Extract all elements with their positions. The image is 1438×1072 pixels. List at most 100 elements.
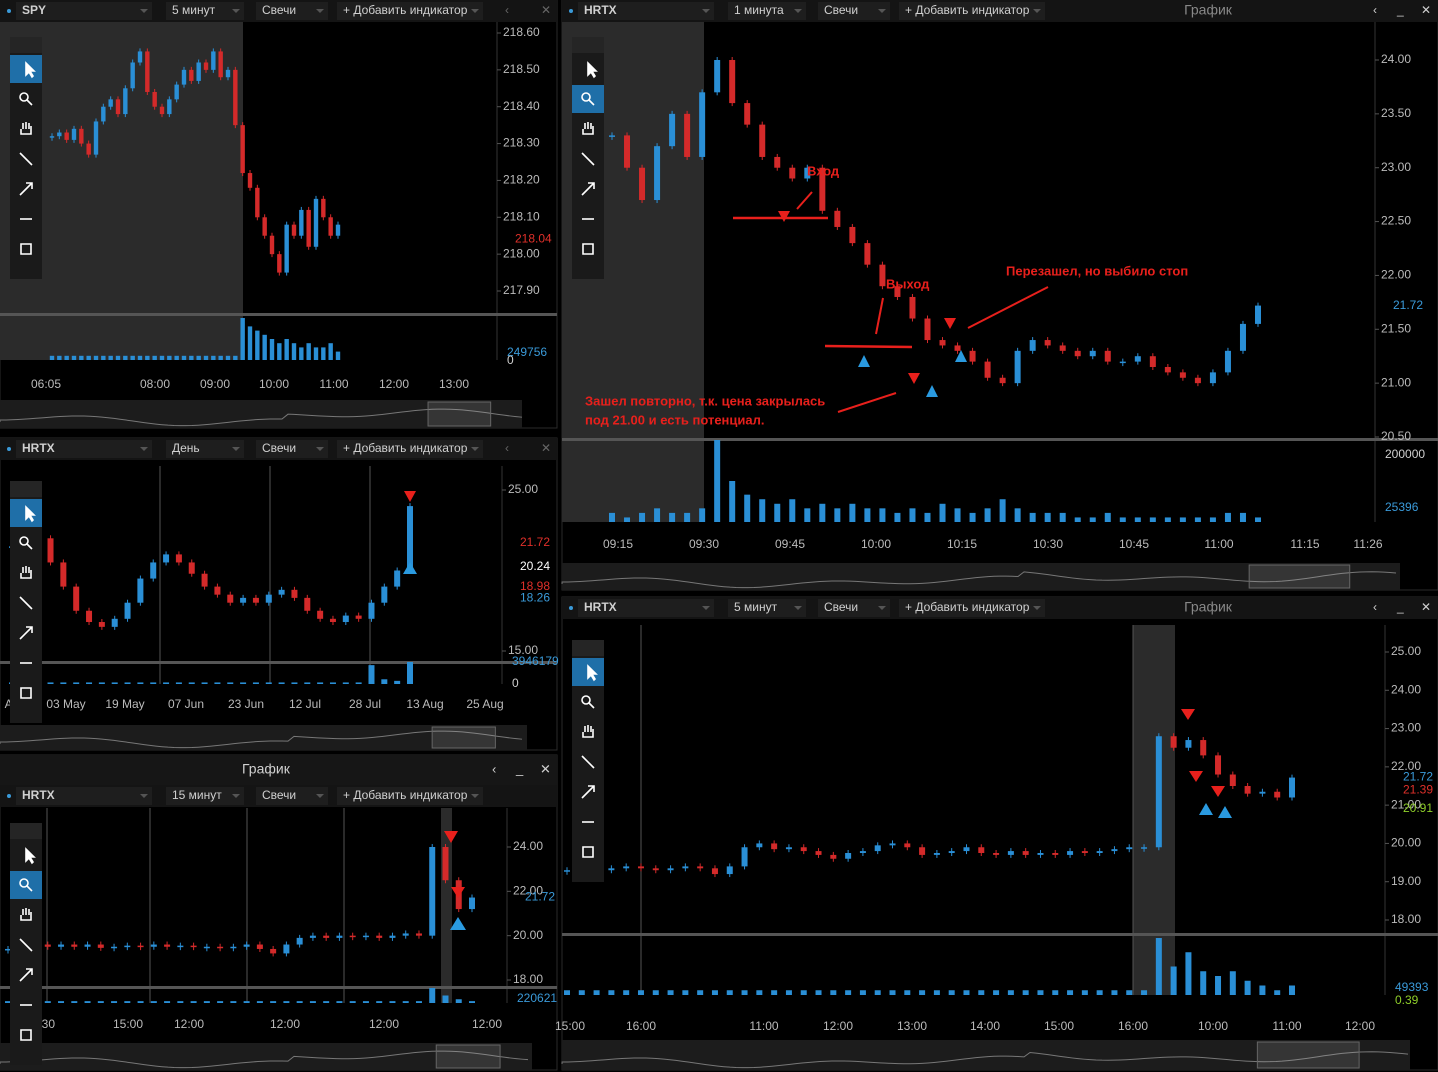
time-label: 12:00 xyxy=(379,377,409,391)
window-control[interactable]: ‹ xyxy=(1373,3,1377,17)
window-control[interactable]: ✕ xyxy=(540,761,551,776)
header-interval[interactable]: 15 минут xyxy=(172,788,222,802)
tool-button[interactable] xyxy=(19,596,33,610)
header-interval[interactable]: День xyxy=(172,441,200,455)
header-chart-style[interactable]: Свечи xyxy=(262,788,296,802)
window-control[interactable]: ✕ xyxy=(541,441,551,455)
tool-button[interactable] xyxy=(20,687,32,699)
window-control[interactable]: ‹ xyxy=(505,3,509,17)
tool-button[interactable] xyxy=(25,847,36,865)
header-tab[interactable] xyxy=(728,599,806,617)
header-chart-style[interactable]: Свечи xyxy=(824,3,858,17)
header-tab[interactable] xyxy=(16,2,152,20)
header-tab[interactable] xyxy=(166,787,244,805)
header-tab[interactable] xyxy=(899,2,1045,20)
header-tab[interactable] xyxy=(899,599,1045,617)
header-interval[interactable]: 1 минута xyxy=(734,3,784,17)
window-control[interactable]: ✕ xyxy=(1421,600,1431,614)
header-chart-style[interactable]: Свечи xyxy=(262,441,296,455)
candle xyxy=(609,135,615,137)
tool-button[interactable] xyxy=(20,1029,32,1041)
header-tab[interactable] xyxy=(256,2,328,20)
tool-button[interactable] xyxy=(582,725,594,738)
tool-button[interactable] xyxy=(19,626,33,640)
tool-button[interactable] xyxy=(581,695,595,709)
tool-button[interactable] xyxy=(581,182,595,196)
header-tab[interactable] xyxy=(16,440,152,458)
tool-button[interactable] xyxy=(581,152,595,166)
header-tab[interactable] xyxy=(578,2,714,20)
current-value-label: 21.72 xyxy=(1393,298,1423,312)
header-add-indicator[interactable]: + Добавить индикатор xyxy=(343,441,468,455)
tool-button[interactable] xyxy=(587,61,598,79)
tool-button[interactable] xyxy=(582,846,594,858)
volume-bar xyxy=(939,503,946,522)
header-interval[interactable]: 5 минут xyxy=(734,600,778,614)
tool-button[interactable] xyxy=(587,664,598,682)
header-tab[interactable] xyxy=(818,2,890,20)
tool-button[interactable] xyxy=(582,243,594,255)
tool-button[interactable] xyxy=(19,152,33,166)
navigator-window[interactable] xyxy=(1248,564,1351,589)
header-tab[interactable] xyxy=(337,440,483,458)
navigator-window[interactable] xyxy=(427,401,492,427)
header-tab[interactable] xyxy=(337,787,483,805)
tool-button[interactable] xyxy=(19,938,33,952)
header-symbol[interactable]: SPY xyxy=(22,3,46,17)
tool-button[interactable] xyxy=(20,243,32,255)
volume-label: 249756 xyxy=(507,345,547,359)
header-tab[interactable] xyxy=(728,2,806,20)
navigator-window[interactable] xyxy=(1256,1041,1360,1069)
window-control[interactable]: _ xyxy=(515,761,524,776)
window-control[interactable]: ‹ xyxy=(1373,600,1377,614)
tool-button[interactable] xyxy=(581,92,595,106)
window-control[interactable]: ✕ xyxy=(541,3,551,17)
header-add-indicator[interactable]: + Добавить индикатор xyxy=(905,600,1030,614)
tool-button[interactable] xyxy=(19,968,33,982)
tool-button[interactable] xyxy=(19,92,33,106)
price-tick-label: 218.10 xyxy=(503,209,540,223)
header-interval[interactable]: 5 минут xyxy=(172,3,216,17)
tool-button[interactable] xyxy=(582,122,594,135)
tool-button[interactable] xyxy=(25,505,36,523)
header-add-indicator[interactable]: + Добавить индикатор xyxy=(343,3,468,17)
candle xyxy=(864,243,871,265)
header-chart-style[interactable]: Свечи xyxy=(824,600,858,614)
header-symbol[interactable]: HRTX xyxy=(584,3,617,17)
header-chart-style[interactable]: Свечи xyxy=(262,3,296,17)
volume-bar xyxy=(189,355,194,360)
header-add-indicator[interactable]: + Добавить индикатор xyxy=(343,788,468,802)
navigator-window[interactable] xyxy=(431,726,496,749)
tool-button[interactable] xyxy=(20,122,32,135)
window-control[interactable]: ✕ xyxy=(1421,3,1431,17)
tool-button[interactable] xyxy=(25,61,36,79)
tool-button[interactable] xyxy=(581,785,595,799)
header-tab[interactable] xyxy=(256,440,328,458)
tool-button[interactable] xyxy=(581,755,595,769)
tool-button[interactable] xyxy=(19,878,33,892)
header-add-indicator[interactable]: + Добавить индикатор xyxy=(905,3,1030,17)
volume-bar xyxy=(654,508,661,522)
header-tab[interactable] xyxy=(16,787,152,805)
window-control[interactable]: ‹ xyxy=(505,441,509,455)
header-tab[interactable] xyxy=(337,2,483,20)
candle xyxy=(819,167,826,211)
tool-button[interactable] xyxy=(20,566,32,579)
header-tab[interactable] xyxy=(578,599,714,617)
header-symbol[interactable]: HRTX xyxy=(584,600,617,614)
header-symbol[interactable]: HRTX xyxy=(22,788,55,802)
header-tab[interactable] xyxy=(256,787,328,805)
header-tab[interactable] xyxy=(166,2,244,20)
header-tab[interactable] xyxy=(818,599,890,617)
window-control[interactable]: _ xyxy=(1396,600,1404,614)
header-tab[interactable] xyxy=(166,440,244,458)
candle xyxy=(682,866,689,869)
tool-button[interactable] xyxy=(20,908,32,921)
navigator-window[interactable] xyxy=(435,1044,501,1069)
window-control[interactable]: _ xyxy=(1396,3,1404,17)
tool-button[interactable] xyxy=(19,182,33,196)
volume-bar xyxy=(329,682,336,684)
header-symbol[interactable]: HRTX xyxy=(22,441,55,455)
tool-button[interactable] xyxy=(19,536,33,550)
window-control[interactable]: ‹ xyxy=(492,761,496,776)
